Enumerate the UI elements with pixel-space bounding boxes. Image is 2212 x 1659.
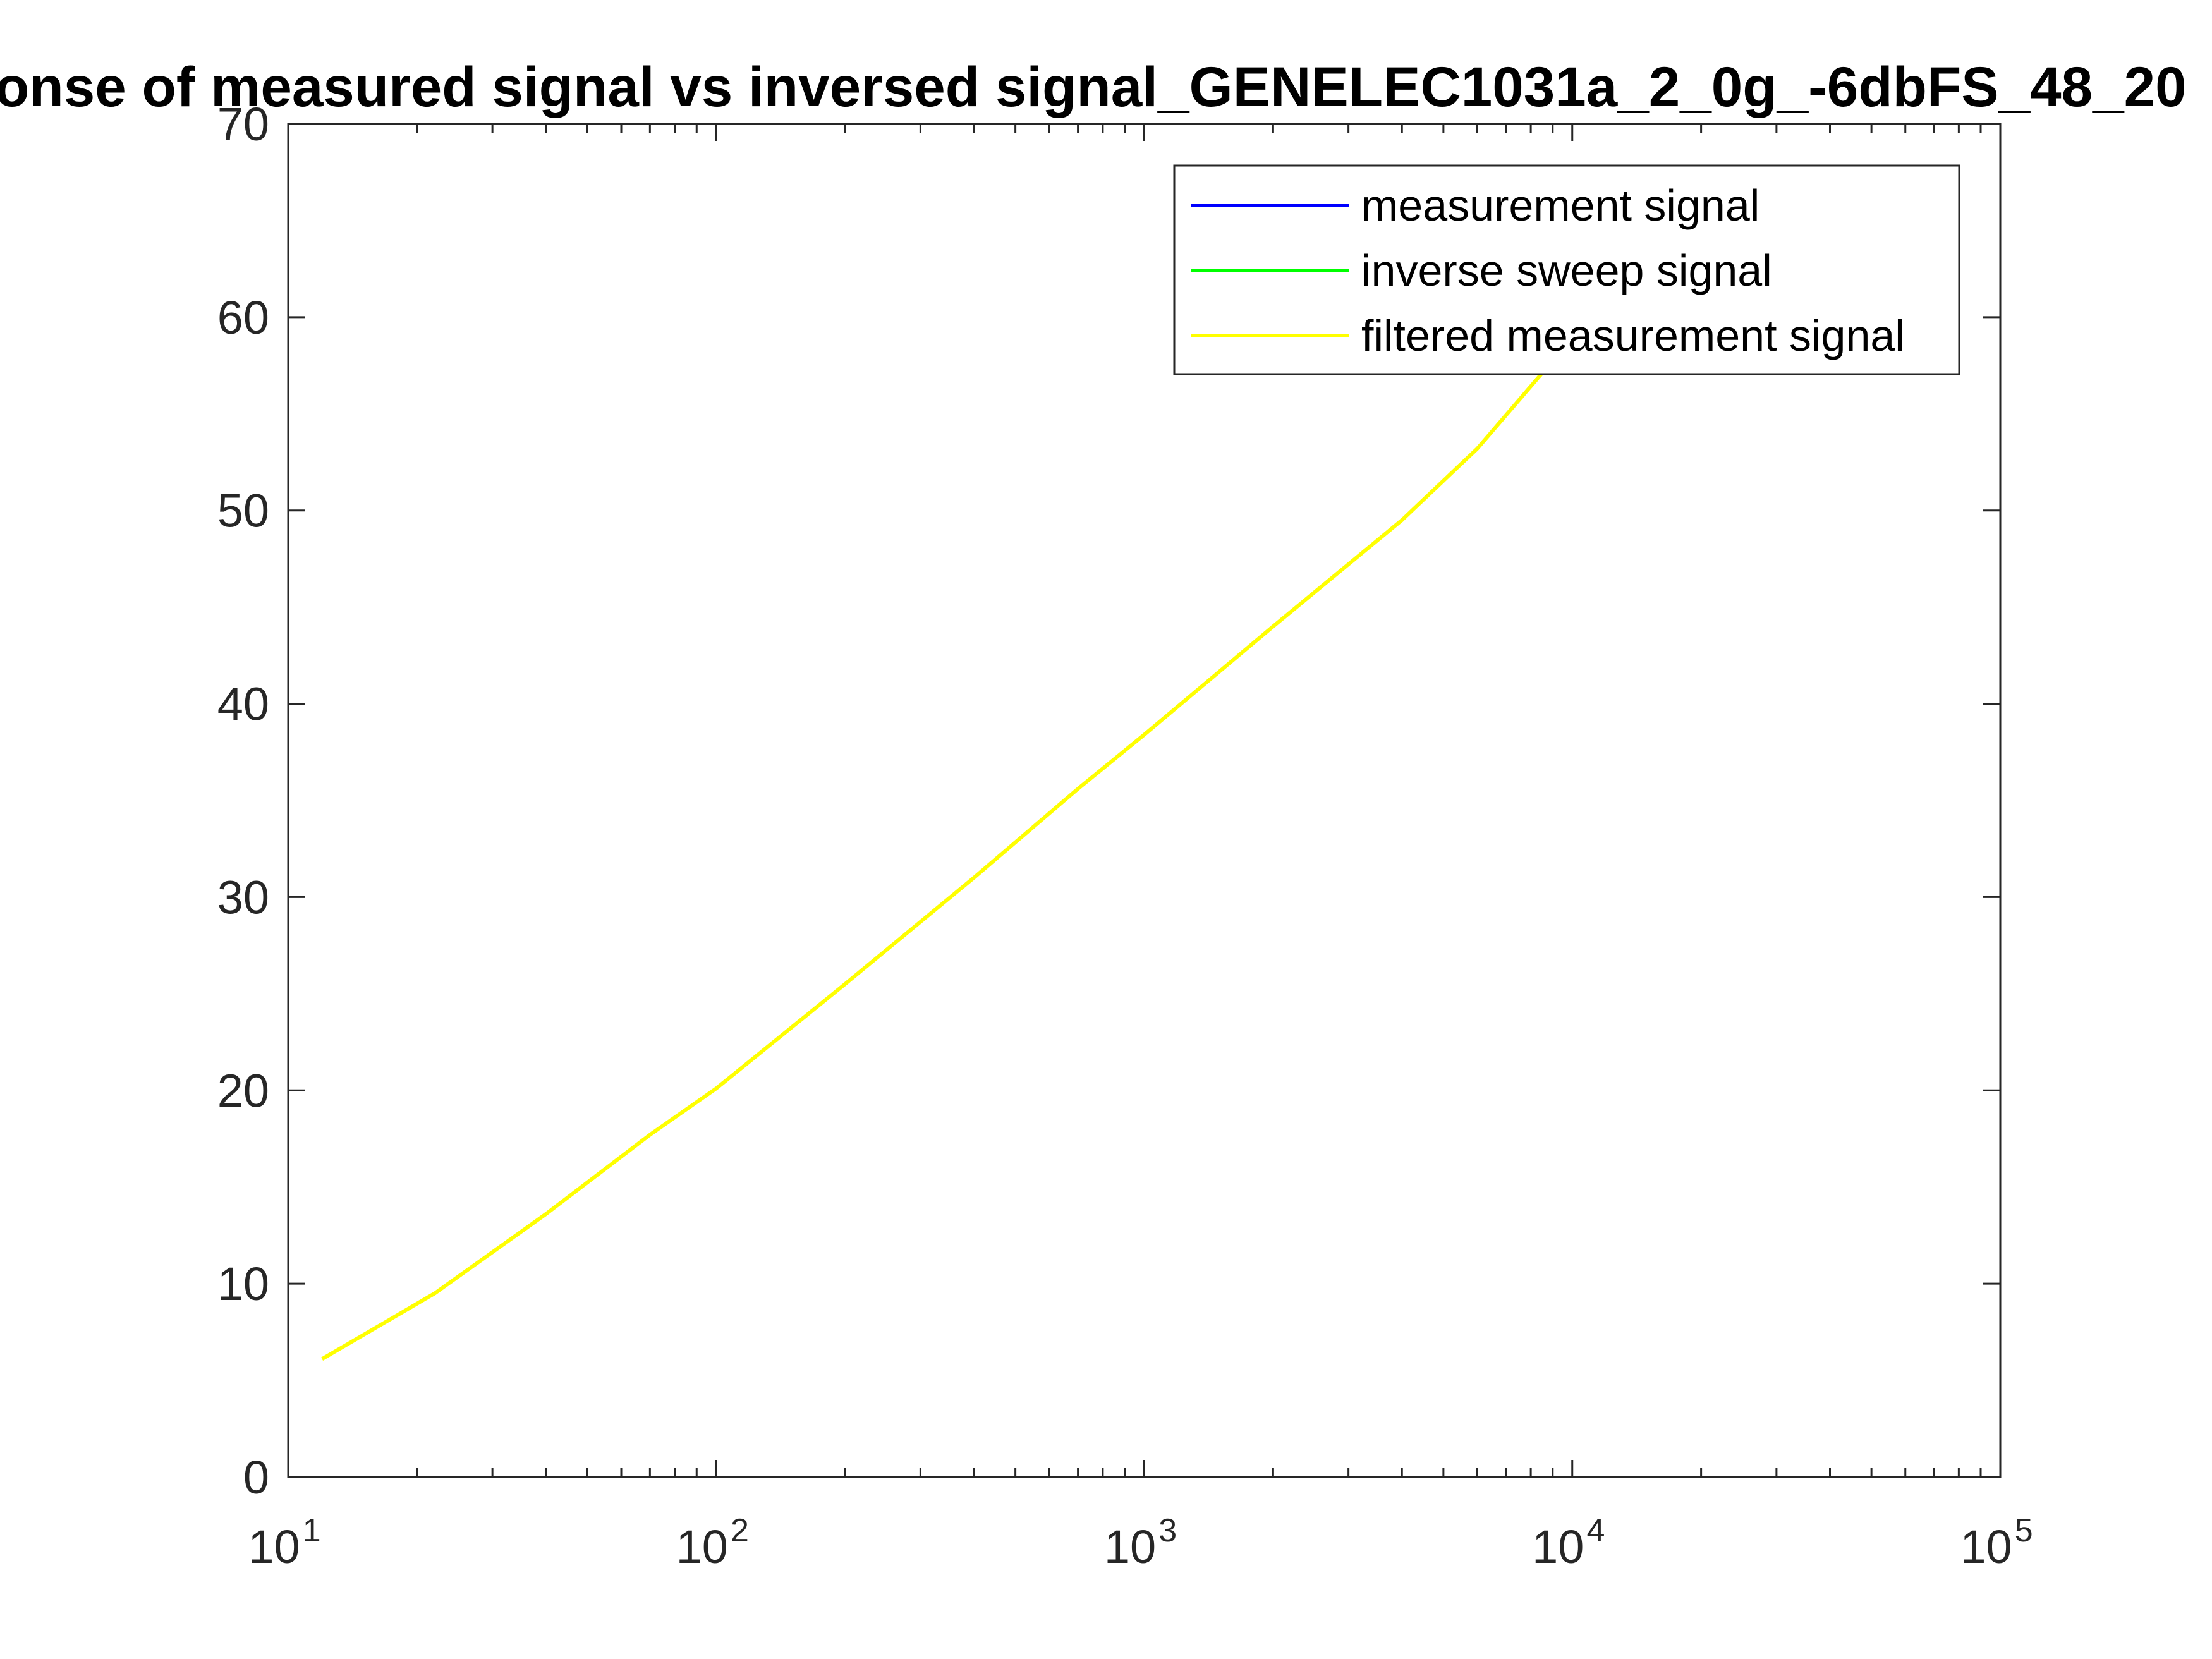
x-tick-label-base: 10 (1532, 1521, 1584, 1573)
x-tick-label-exponent: 5 (2015, 1512, 2033, 1549)
x-tick-label: 104 (1532, 1512, 1605, 1573)
x-tick-label-exponent: 3 (1158, 1512, 1177, 1549)
chart-title: onse of measured signal vs inversed sign… (0, 55, 2187, 118)
y-tick-label: 30 (217, 871, 269, 923)
x-tick-label-exponent: 1 (303, 1512, 321, 1549)
legend-entry-label: filtered measurement signal (1361, 311, 1905, 360)
x-tick-label-exponent: 4 (1586, 1512, 1605, 1549)
x-tick-label-exponent: 2 (731, 1512, 749, 1549)
x-tick-label: 105 (1960, 1512, 2033, 1573)
legend-entry-label: measurement signal (1361, 181, 1759, 230)
y-tick-label: 50 (217, 485, 269, 537)
axes-frame (287, 123, 2002, 1478)
x-tick-label-base: 10 (248, 1521, 300, 1573)
y-tick-label: 70 (217, 98, 269, 150)
x-tick-label: 101 (248, 1512, 320, 1573)
y-tick-label: 0 (243, 1451, 269, 1504)
x-tick-label: 102 (676, 1512, 749, 1573)
y-tick-label: 10 (217, 1258, 269, 1310)
y-tick-label: 20 (217, 1064, 269, 1117)
series-line-3 (321, 372, 1544, 1361)
legend-entry-label: inverse sweep signal (1361, 246, 1772, 295)
x-tick-label-base: 10 (676, 1521, 728, 1573)
legend: measurement signal inverse sweep signal fi… (1173, 164, 1960, 375)
x-tick-label-base: 10 (1960, 1521, 2012, 1573)
x-tick-label: 103 (1104, 1512, 1177, 1573)
y-tick-label: 40 (217, 678, 269, 731)
y-tick-label: 60 (217, 291, 269, 344)
x-tick-label-base: 10 (1104, 1521, 1156, 1573)
